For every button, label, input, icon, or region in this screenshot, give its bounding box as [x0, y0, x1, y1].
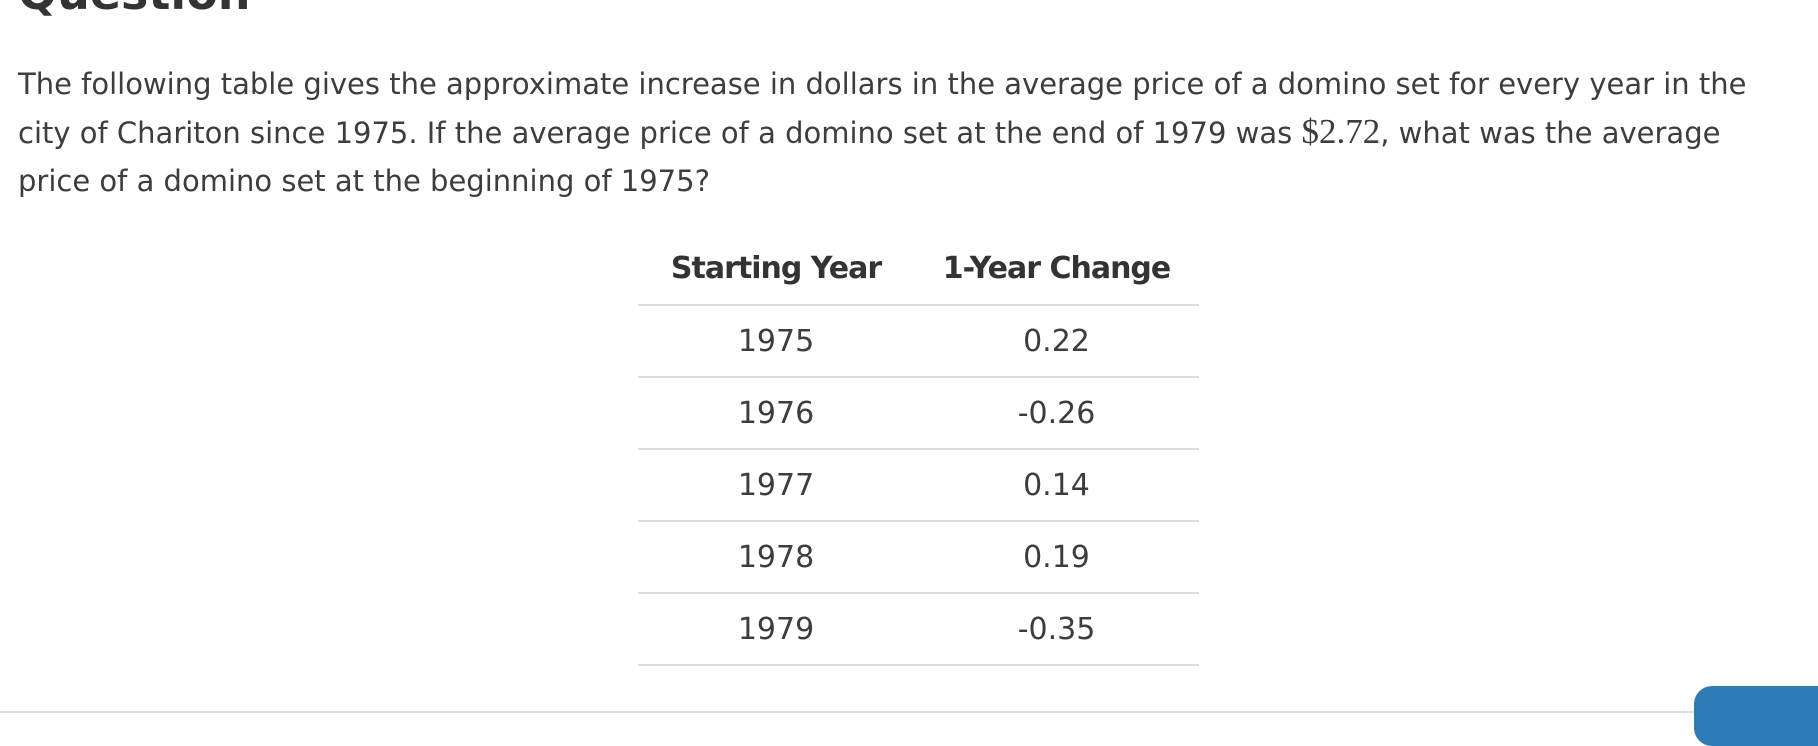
divider	[0, 711, 1818, 713]
table-cell: 0.19	[914, 521, 1199, 594]
question-text-start: The following table gives the approximat…	[18, 67, 1747, 150]
heading: Question	[18, 0, 251, 20]
table-cell: 1978	[638, 521, 914, 594]
data-table: Starting Year 1-Year Change 1975 0.22 1976-…	[638, 232, 1199, 666]
table-cell: -0.26	[914, 377, 1199, 450]
table-cell: 1976	[638, 377, 914, 450]
header-row: Starting Year 1-Year Change	[638, 232, 1199, 306]
table-cell: -0.35	[914, 593, 1199, 666]
table-cell: 0.14	[914, 449, 1199, 522]
table-cell: 1975	[638, 305, 914, 378]
table-row: 1977 0.14	[638, 449, 1199, 522]
table-cell: 1979	[638, 593, 914, 666]
question-text-end: , what was the average price of a domino…	[18, 116, 1721, 198]
question-text: The following table gives the approximat…	[18, 60, 1798, 205]
table-row: 1975 0.22	[638, 305, 1199, 378]
table-cell: 1977	[638, 449, 914, 522]
math-value: $2.72	[1301, 112, 1381, 151]
submit-button[interactable]	[1694, 686, 1818, 746]
table-cell: 0.22	[914, 305, 1199, 378]
column-header: 1-Year Change	[914, 232, 1199, 306]
table-body: 1975 0.22 1976 -0.26 1977 0.14 1978 0.19 1979 -0.…	[638, 305, 1199, 666]
table-row: 1976 -0.26	[638, 377, 1199, 450]
column-header: Starting Year	[638, 232, 914, 306]
table-row: 1978 0.19	[638, 521, 1199, 594]
table-row: 1979 -0.35	[638, 593, 1199, 666]
